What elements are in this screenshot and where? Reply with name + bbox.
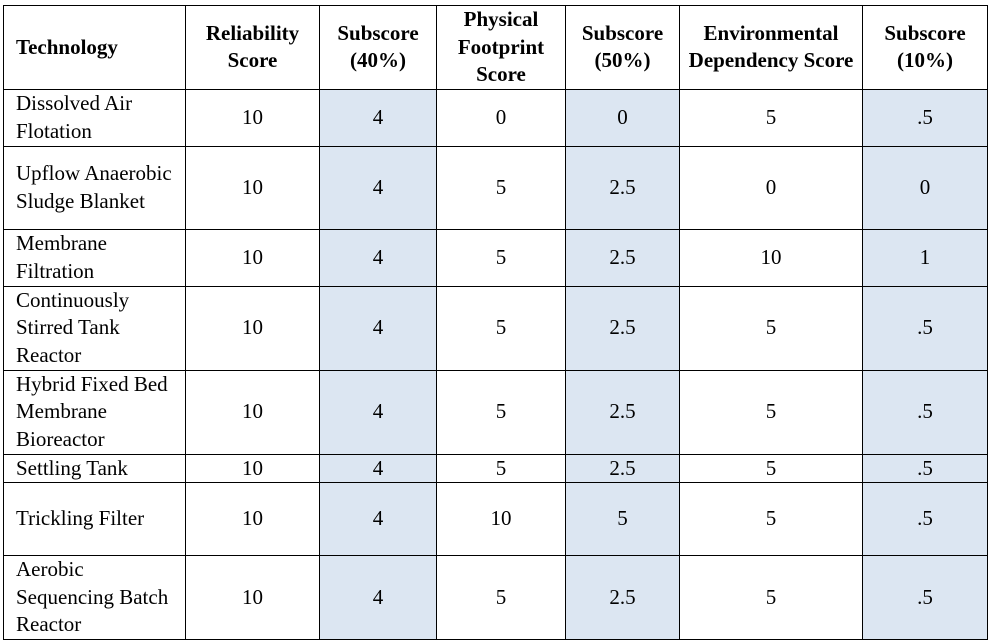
cell-subscore-40: 4: [319, 453, 437, 483]
cell-technology: Aerobic Sequencing Batch Reactor: [3, 555, 186, 640]
table-row: Trickling Filter 10 4 10 5 5 .5: [3, 482, 988, 556]
header-subscore-50: Subscore (50%): [565, 5, 680, 90]
cell-reliability-score: 10: [185, 482, 320, 556]
cell-physical-footprint-score: 5: [436, 285, 566, 371]
cell-reliability-score: 10: [185, 145, 320, 230]
cell-technology: Settling Tank: [3, 453, 186, 483]
cell-subscore-50: 2.5: [565, 453, 680, 483]
table-row: Aerobic Sequencing Batch Reactor 10 4 5 …: [3, 555, 988, 640]
cell-environmental-dependency-score: 5: [679, 555, 863, 640]
cell-physical-footprint-score: 5: [436, 369, 566, 455]
cell-reliability-score: 10: [185, 228, 320, 287]
table-row: Settling Tank 10 4 5 2.5 5 .5: [3, 453, 988, 483]
cell-reliability-score: 10: [185, 285, 320, 371]
cell-subscore-50: 2.5: [565, 555, 680, 640]
cell-subscore-10: .5: [862, 369, 988, 455]
cell-physical-footprint-score: 5: [436, 145, 566, 230]
cell-subscore-50: 5: [565, 482, 680, 556]
header-physical-footprint-score: Physical Footprint Score: [436, 5, 566, 90]
cell-subscore-10: .5: [862, 555, 988, 640]
cell-physical-footprint-score: 10: [436, 482, 566, 556]
cell-subscore-50: 2.5: [565, 369, 680, 455]
cell-environmental-dependency-score: 5: [679, 369, 863, 455]
cell-technology: Dissolved Air Flotation: [3, 88, 186, 147]
cell-reliability-score: 10: [185, 88, 320, 147]
cell-environmental-dependency-score: 5: [679, 482, 863, 556]
cell-subscore-40: 4: [319, 228, 437, 287]
table-row: Upflow Anaerobic Sludge Blanket 10 4 5 2…: [3, 145, 988, 230]
table-row: Hybrid Fixed Bed Membrane Bioreactor 10 …: [3, 369, 988, 455]
cell-physical-footprint-score: 0: [436, 88, 566, 147]
cell-reliability-score: 10: [185, 369, 320, 455]
technology-score-table: Technology Reliability Score Subscore (4…: [3, 5, 988, 640]
header-subscore-40: Subscore (40%): [319, 5, 437, 90]
cell-technology: Upflow Anaerobic Sludge Blanket: [3, 145, 186, 230]
cell-environmental-dependency-score: 5: [679, 88, 863, 147]
cell-subscore-50: 2.5: [565, 145, 680, 230]
table-row: Membrane Filtration 10 4 5 2.5 10 1: [3, 228, 988, 287]
cell-environmental-dependency-score: 5: [679, 285, 863, 371]
cell-subscore-50: 0: [565, 88, 680, 147]
cell-subscore-50: 2.5: [565, 228, 680, 287]
table-row: Dissolved Air Flotation 10 4 0 0 5 .5: [3, 88, 988, 147]
header-subscore-10: Subscore (10%): [862, 5, 988, 90]
cell-reliability-score: 10: [185, 555, 320, 640]
cell-reliability-score: 10: [185, 453, 320, 483]
cell-subscore-50: 2.5: [565, 285, 680, 371]
cell-technology: Hybrid Fixed Bed Membrane Bioreactor: [3, 369, 186, 455]
header-row: Technology Reliability Score Subscore (4…: [3, 5, 988, 90]
cell-subscore-40: 4: [319, 369, 437, 455]
cell-technology: Membrane Filtration: [3, 228, 186, 287]
cell-technology: Trickling Filter: [3, 482, 186, 556]
cell-physical-footprint-score: 5: [436, 555, 566, 640]
cell-subscore-10: .5: [862, 482, 988, 556]
cell-subscore-40: 4: [319, 555, 437, 640]
cell-environmental-dependency-score: 0: [679, 145, 863, 230]
header-technology: Technology: [3, 5, 186, 90]
header-reliability-score: Reliability Score: [185, 5, 320, 90]
cell-physical-footprint-score: 5: [436, 453, 566, 483]
cell-subscore-40: 4: [319, 145, 437, 230]
cell-technology: Continuously Stirred Tank Reactor: [3, 285, 186, 371]
cell-environmental-dependency-score: 10: [679, 228, 863, 287]
cell-subscore-10: 0: [862, 145, 988, 230]
cell-subscore-10: .5: [862, 88, 988, 147]
cell-subscore-40: 4: [319, 482, 437, 556]
header-environmental-dependency-score: Environmental Dependency Score: [679, 5, 863, 90]
cell-subscore-10: 1: [862, 228, 988, 287]
cell-subscore-10: .5: [862, 285, 988, 371]
cell-physical-footprint-score: 5: [436, 228, 566, 287]
cell-subscore-10: .5: [862, 453, 988, 483]
cell-subscore-40: 4: [319, 285, 437, 371]
table-row: Continuously Stirred Tank Reactor 10 4 5…: [3, 285, 988, 371]
cell-subscore-40: 4: [319, 88, 437, 147]
cell-environmental-dependency-score: 5: [679, 453, 863, 483]
